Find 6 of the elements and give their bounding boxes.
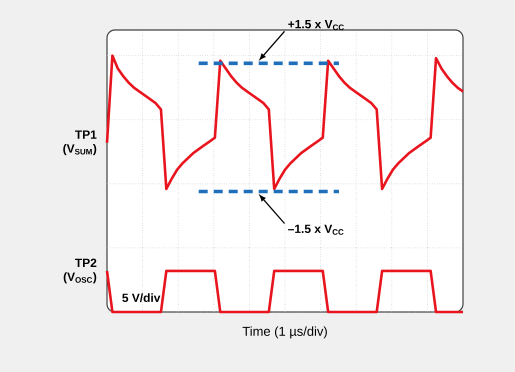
series-label: TP2 (V$_{OSC}$) <box>64 258 96 284</box>
annotation: –1.5 x V$_{CC}$ <box>288 224 344 235</box>
annotation: +1.5 x V$_{CC}$ <box>288 20 344 30</box>
x-axis-title: Time (1 µs/div) <box>242 326 327 338</box>
annotation: 5 V/div <box>122 293 160 302</box>
series-label: TP1 (V$_{SUM}$) <box>63 130 96 156</box>
